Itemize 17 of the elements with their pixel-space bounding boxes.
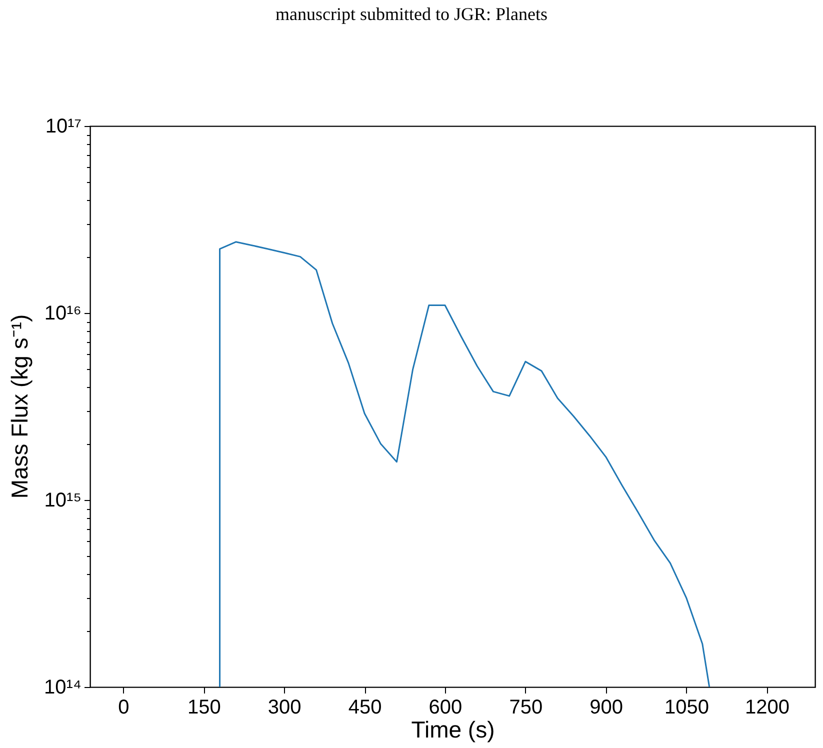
x-tick-label: 0 (118, 696, 130, 718)
y-tick-label: 10¹⁶ (44, 302, 82, 324)
y-tick-label: 10¹⁴ (44, 676, 82, 698)
x-tick-label: 900 (590, 696, 624, 718)
x-tick-label: 150 (187, 696, 221, 718)
x-tick-label: 750 (509, 696, 543, 718)
y-tick-label: 10¹⁵ (44, 490, 82, 512)
x-tick-label: 300 (268, 696, 302, 718)
y-tick-label: 10¹⁷ (45, 116, 82, 138)
y-axis-title: Mass Flux (kg s⁻¹) (6, 314, 32, 499)
x-tick-label: 1050 (664, 696, 710, 718)
x-tick-label: 600 (428, 696, 462, 718)
line-series (219, 241, 710, 687)
x-tick-label: 450 (348, 696, 382, 718)
text: manuscript submitted to JGR: Planets (274, 4, 548, 25)
x-axis-title: Time (s) (411, 716, 495, 742)
x-tick-label: 1200 (744, 696, 790, 718)
